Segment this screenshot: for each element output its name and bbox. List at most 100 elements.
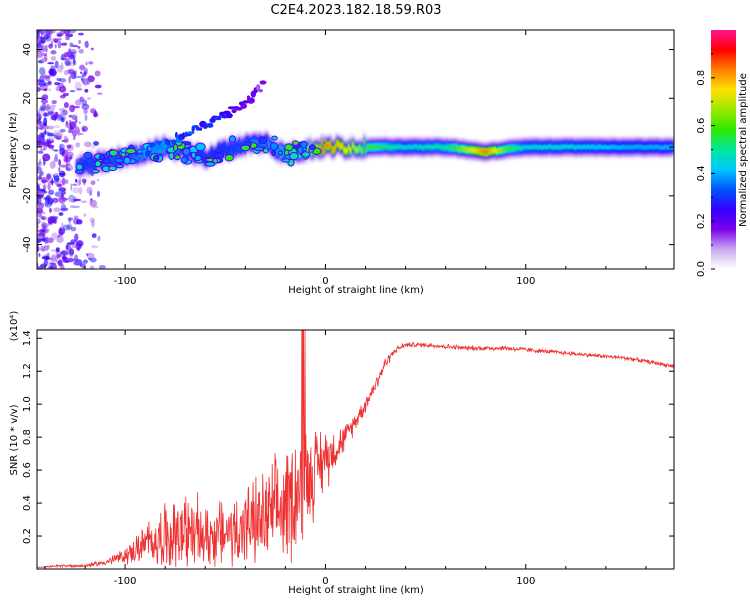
spectrogram-ridge-peak-cell (534, 145, 536, 150)
spectrogram-x-tick-label: 0 (322, 276, 328, 287)
spectrogram-noise-blob (37, 265, 44, 269)
spectrogram-ridge-peak-cell (388, 144, 391, 149)
spectrogram-ridge-peak-cell (451, 145, 453, 150)
spectrogram-ridge-peak-cell (393, 144, 396, 149)
spectrogram-ridge-peak-cell (505, 147, 507, 152)
spectrogram-ridge-peak-cell (277, 149, 279, 153)
spectrogram-ridge-peak-cell (351, 143, 354, 147)
spectrogram-ridge-peak-cell (415, 144, 417, 149)
spectrogram-ridge-blob (262, 147, 269, 154)
spectrogram-ridge-peak-cell (650, 144, 653, 149)
spectrogram-noise-blob (52, 38, 60, 42)
spectrogram-ridge-blob (301, 151, 311, 158)
spectrogram-ridge-peak-cell (111, 158, 113, 163)
spectrogram-ridge-peak-cell (540, 145, 542, 150)
spectrogram-ridge-peak-cell (347, 144, 350, 149)
spectrogram-ridge-peak-cell (551, 145, 553, 150)
spectrogram-noise-blob (69, 68, 75, 75)
spectrogram-noise-blob (69, 205, 75, 209)
snr-panel: -100 0 100 0.2 0.4 0.6 0.8 1.0 1.2 1.4 Height of… (9, 311, 675, 596)
spectrogram-ridge-peak-cell (144, 154, 147, 159)
spectrogram-ridge-peak-cell (601, 145, 604, 150)
spectrogram-ridge-peak-cell (323, 146, 326, 151)
spectrogram-ridge-peak-cell (84, 161, 87, 166)
spectrogram-ridge-peak-cell (565, 144, 567, 149)
spectrogram-branch-blob (198, 127, 203, 131)
spectrogram-noise-blob (64, 58, 71, 67)
spectrogram-noise-blob (53, 207, 61, 213)
spectrogram-ridge-peak-cell (405, 145, 408, 150)
spectrogram-ridge-peak-cell (508, 146, 511, 151)
spectrogram-ridge-peak-cell (453, 145, 456, 150)
spectrogram-ridge-peak-cell (619, 145, 622, 150)
spectrogram-noise-blob (60, 116, 66, 120)
spectrogram-ridge-blob (297, 146, 304, 155)
spectrogram-noise-blob (44, 53, 48, 62)
spectrogram-branch-blob (225, 113, 233, 119)
spectrogram-ridge-peak-cell (470, 148, 473, 153)
spectrogram-ridge-peak-cell (338, 143, 340, 147)
spectrogram-ridge-peak-cell (421, 145, 423, 150)
spectrogram-ridge-peak-cell (345, 149, 348, 154)
colorbar-tick-label: 0.6 (696, 118, 707, 134)
spectrogram-noise-blob (86, 253, 89, 256)
spectrogram-ridge-blob (123, 156, 131, 165)
spectrogram-branch-blob (156, 140, 163, 146)
spectrogram-ridge-peak-cell (402, 144, 404, 149)
spectrogram-noise-blob (60, 117, 65, 123)
spectrogram-ridge-peak-cell (452, 145, 455, 150)
spectrogram-noise-blob (66, 144, 72, 149)
spectrogram-ridge-peak-cell (184, 154, 186, 159)
spectrogram-ridge-peak-cell (381, 144, 384, 149)
spectrogram-ridge-peak-cell (500, 148, 503, 153)
spectrogram-ridge-peak-cell (373, 144, 375, 149)
spectrogram-noise-blob (40, 132, 45, 139)
spectrogram-ridge-peak-cell (637, 145, 640, 150)
spectrogram-ridge-peak-cell (631, 145, 634, 150)
spectrogram-noise-blob (38, 79, 47, 88)
spectrogram-noise-blob (40, 180, 49, 183)
spectrogram-noise-blob (67, 258, 74, 263)
spectrogram-noise-blob (69, 253, 73, 260)
spectrogram-noise-blob (45, 30, 50, 34)
spectrogram-ridge-peak-cell (494, 148, 497, 153)
spectrogram-noise-blob (72, 183, 78, 186)
spectrogram-ridge-peak-cell (444, 145, 446, 150)
spectrogram-noise-blob (42, 31, 51, 35)
spectrogram-ridge-peak-cell (322, 148, 325, 153)
spectrogram-noise-blob (91, 220, 95, 228)
spectrogram-ridge-peak-cell (624, 145, 626, 150)
spectrogram-ridge-peak-cell (203, 154, 206, 158)
snr-y-tick-label: 1.2 (22, 363, 33, 379)
spectrogram-ridge-peak-cell (91, 160, 94, 165)
spectrogram-noise-blob (45, 138, 51, 142)
spectrogram-ridge-peak-cell (445, 145, 447, 150)
spectrogram-noise-blob (80, 200, 87, 203)
spectrogram-ridge-peak-cell (432, 145, 434, 150)
spectrogram-ridge-peak-cell (341, 143, 344, 148)
spectrogram-ridge-peak-cell (606, 145, 608, 150)
spectrogram-noise-blob (46, 252, 50, 261)
spectrogram-ridge-peak-cell (346, 148, 349, 153)
spectrogram-ridge-peak-cell (636, 144, 638, 149)
spectrogram-ridge-peak-cell (638, 144, 641, 149)
spectrogram-ridge-peak-cell (609, 145, 612, 150)
spectrogram-ridge-peak-cell (615, 145, 618, 150)
snr-y-scale-label: (x10⁴) (9, 311, 20, 342)
spectrogram-ridge-peak-cell (178, 149, 180, 154)
spectrogram-ridge-peak-cell (447, 145, 450, 150)
snr-border (36, 329, 675, 570)
spectrogram-noise-blob (55, 247, 60, 253)
spectrogram-ridge-peak-cell (233, 144, 236, 148)
spectrogram-noise-blob (81, 75, 85, 84)
spectrogram-noise-blob (47, 173, 52, 180)
colorbar-tick-label: 0.8 (696, 70, 707, 86)
spectrogram-ridge-peak-cell (459, 147, 462, 151)
spectrogram-ridge-peak-cell (590, 144, 593, 149)
spectrogram-noise-blob (59, 108, 62, 111)
spectrogram-ridge-peak-cell (88, 166, 90, 171)
spectrogram-noise-blob (41, 222, 49, 229)
snr-y-tick-label: 0.4 (22, 495, 33, 511)
spectrogram-border (36, 29, 675, 270)
spectrogram-ridge-peak-cell (471, 148, 474, 152)
